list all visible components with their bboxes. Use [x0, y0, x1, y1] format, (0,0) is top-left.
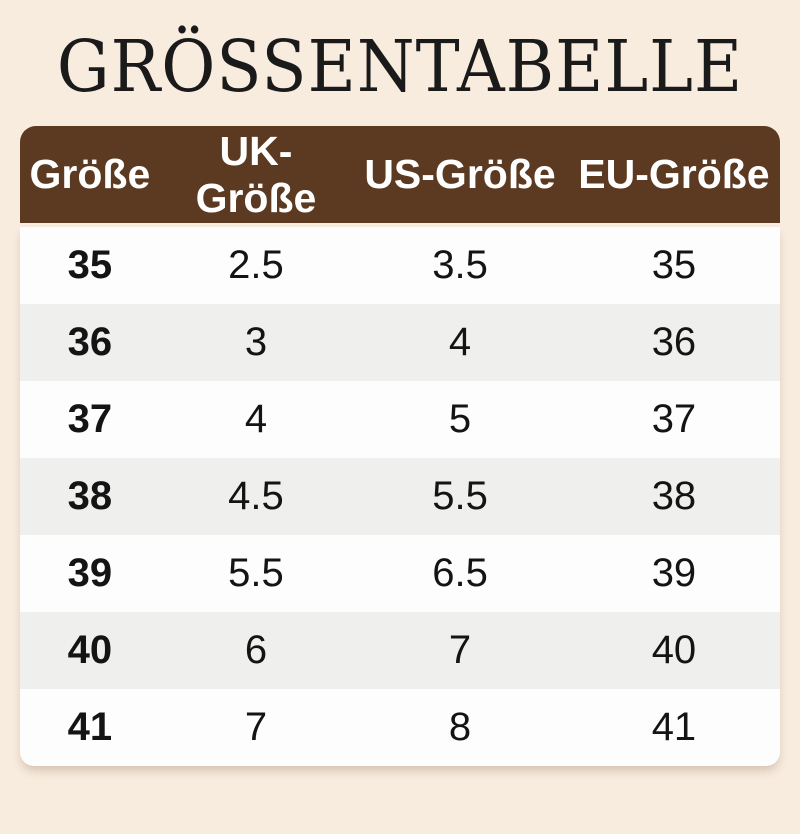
table-cell: 35 [67, 243, 113, 287]
header-cell-us-groesse: US-Größe [364, 151, 556, 197]
table-row: 39 5.5 6.5 39 [20, 535, 780, 612]
size-table: Größe UK-Größe US-Größe EU-Größe 35 2.5 … [20, 126, 780, 766]
table-cell: 5.5 [432, 474, 488, 518]
table-cell: 5 [448, 397, 472, 441]
header-cell-uk-groesse: UK-Größe [195, 127, 317, 221]
table-header-row: Größe UK-Größe US-Größe EU-Größe [20, 126, 780, 223]
header-cell-eu-groesse: EU-Größe [578, 151, 770, 197]
table-cell: 8 [448, 705, 472, 749]
table-cell: 7 [244, 705, 268, 749]
table-cell: 38 [651, 474, 697, 518]
table-cell: 36 [67, 320, 113, 364]
table-cell: 38 [67, 474, 113, 518]
table-cell: 3.5 [432, 243, 488, 287]
table-cell: 40 [67, 628, 113, 672]
table-row: 38 4.5 5.5 38 [20, 458, 780, 535]
table-cell: 2.5 [228, 243, 284, 287]
table-cell: 35 [651, 243, 697, 287]
table-cell: 39 [651, 551, 697, 595]
table-cell: 3 [244, 320, 268, 364]
table-cell: 41 [651, 705, 697, 749]
table-row: 41 7 8 41 [20, 689, 780, 766]
table-cell: 7 [448, 628, 472, 672]
table-cell: 37 [651, 397, 697, 441]
page-title: GRÖSSENTABELLE [56, 24, 744, 109]
table-cell: 41 [67, 705, 113, 749]
table-cell: 5.5 [228, 551, 284, 595]
table-cell: 6.5 [432, 551, 488, 595]
table-cell: 4 [448, 320, 472, 364]
table-cell: 36 [651, 320, 697, 364]
header-cell-groesse: Größe [29, 151, 151, 197]
table-row: 35 2.5 3.5 35 [20, 227, 780, 304]
table-row: 37 4 5 37 [20, 381, 780, 458]
table-cell: 4 [244, 397, 268, 441]
table-body: 35 2.5 3.5 35 36 3 4 36 37 4 5 37 38 4.5… [20, 227, 780, 766]
table-row: 40 6 7 40 [20, 612, 780, 689]
table-cell: 4.5 [228, 474, 284, 518]
table-cell: 37 [67, 397, 113, 441]
table-cell: 39 [67, 551, 113, 595]
table-cell: 40 [651, 628, 697, 672]
table-cell: 6 [244, 628, 268, 672]
table-row: 36 3 4 36 [20, 304, 780, 381]
